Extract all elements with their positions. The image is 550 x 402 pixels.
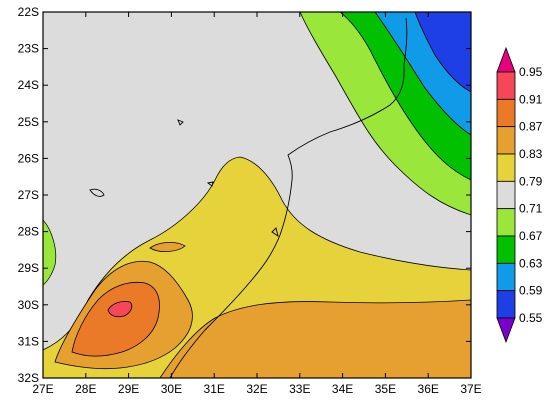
y-tick-label: 22S xyxy=(18,5,39,19)
y-tick-label: 28S xyxy=(18,225,39,239)
colorbar-label: 0.71 xyxy=(519,202,543,216)
y-tick-label: 23S xyxy=(18,42,39,56)
y-tick-label: 26S xyxy=(18,151,39,165)
colorbar-label: 0.79 xyxy=(519,174,543,188)
colorbar-label: 0.63 xyxy=(519,256,543,270)
x-tick-label: 31E xyxy=(204,382,225,396)
colorbar-label: 0.87 xyxy=(519,120,543,134)
colorbar: 0.95 0.91 0.87 0.83 0.79 0.71 0.67 0.63 0.59 0.55 xyxy=(496,46,543,344)
fill-yellow-island xyxy=(149,242,186,252)
colorbar-box xyxy=(496,71,516,100)
y-axis: 22S 23S 24S 25S 26S 27S 28S 29S 30S 31S 32S xyxy=(18,5,471,385)
colorbar-box xyxy=(496,180,516,210)
x-tick-label: 37E xyxy=(460,382,481,396)
x-tick-label: 27E xyxy=(32,382,53,396)
y-tick-label: 30S xyxy=(18,298,39,312)
coastline xyxy=(89,17,408,378)
colorbar-label: 0.95 xyxy=(519,65,543,79)
colorbar-extend-high xyxy=(496,46,516,73)
colorbar-label: 0.67 xyxy=(519,229,543,243)
coastline-small-2 xyxy=(89,188,105,197)
fill-green-left xyxy=(43,219,57,286)
coastline-main xyxy=(169,17,408,378)
colorbar-extend-low xyxy=(496,317,516,344)
fill-dark-orange xyxy=(71,281,160,357)
y-tick-label: 25S xyxy=(18,115,39,129)
colorbar-label: 0.55 xyxy=(519,311,543,325)
y-tick-label: 31S xyxy=(18,334,39,348)
contour-fills xyxy=(43,12,471,378)
x-tick-label: 32E xyxy=(246,382,267,396)
y-tick-label: 27S xyxy=(18,188,39,202)
x-tick-label: 33E xyxy=(289,382,310,396)
x-tick-label: 34E xyxy=(332,382,353,396)
x-tick-label: 35E xyxy=(375,382,396,396)
colorbar-label: 0.91 xyxy=(519,92,543,106)
y-tick-label: 24S xyxy=(18,78,39,92)
fill-orange-bottom xyxy=(159,299,471,378)
colorbar-box xyxy=(496,208,516,237)
coastline-small-1 xyxy=(177,119,184,126)
fill-blue xyxy=(414,12,471,93)
fill-red-peak xyxy=(107,301,133,318)
colorbar-box xyxy=(496,290,516,319)
x-tick-label: 29E xyxy=(118,382,139,396)
colorbar-box xyxy=(496,262,516,292)
x-axis: 27E 28E 29E 30E 31E 32E 33E 34E 35E 36E 37E xyxy=(32,12,482,396)
y-tick-label: 29S xyxy=(18,261,39,275)
colorbar-box xyxy=(496,153,516,182)
colorbar-box xyxy=(496,235,516,264)
coastline-small-4 xyxy=(271,227,279,238)
x-tick-label: 28E xyxy=(75,382,96,396)
colorbar-label: 0.59 xyxy=(519,284,543,298)
x-tick-label: 30E xyxy=(161,382,182,396)
coastline-small-3 xyxy=(206,181,214,187)
colorbar-label: 0.83 xyxy=(519,147,543,161)
x-tick-label: 36E xyxy=(418,382,439,396)
colorbar-box xyxy=(496,126,516,155)
colorbar-box xyxy=(496,98,516,128)
y-tick-label: 32S xyxy=(18,371,39,385)
